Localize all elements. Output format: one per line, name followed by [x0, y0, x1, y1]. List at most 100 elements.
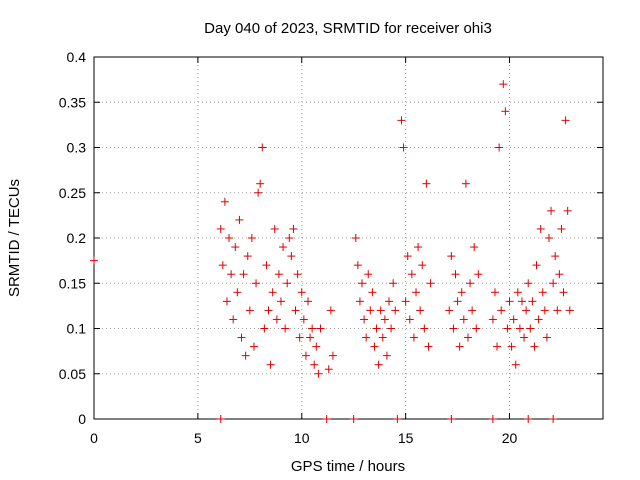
data-point	[216, 415, 225, 423]
data-point	[459, 315, 468, 324]
data-point	[563, 206, 572, 215]
data-point	[532, 261, 541, 270]
data-point	[503, 324, 512, 333]
data-point	[457, 288, 466, 297]
data-point	[549, 279, 558, 288]
data-point	[397, 116, 406, 125]
data-point	[549, 415, 558, 423]
x-tick-label: 10	[294, 430, 310, 446]
data-point	[530, 342, 539, 351]
y-tick-label: 0.25	[59, 185, 86, 201]
x-axis-title: GPS time / hours	[291, 458, 405, 475]
data-point	[424, 342, 433, 351]
data-point	[301, 351, 310, 360]
data-point	[393, 415, 402, 423]
data-point	[493, 342, 502, 351]
data-point	[488, 315, 497, 324]
data-point	[380, 315, 389, 324]
data-point	[281, 324, 290, 333]
data-point	[409, 333, 418, 342]
data-point	[414, 243, 423, 252]
data-point	[405, 315, 414, 324]
data-point	[517, 297, 526, 306]
data-point	[264, 306, 273, 315]
data-point	[447, 415, 456, 423]
data-point	[505, 297, 514, 306]
data-point	[385, 297, 394, 306]
data-point	[524, 279, 533, 288]
data-point	[499, 80, 508, 89]
data-point	[515, 324, 524, 333]
data-point	[274, 270, 283, 279]
data-point	[252, 279, 261, 288]
data-point	[295, 333, 304, 342]
data-point	[451, 270, 460, 279]
data-point	[306, 333, 315, 342]
data-point	[426, 279, 435, 288]
data-point	[283, 279, 292, 288]
y-tick-label: 0.15	[59, 275, 86, 291]
y-tick-label: 0.05	[59, 366, 86, 382]
data-point	[235, 215, 244, 224]
y-tick-label: 0.35	[59, 94, 86, 110]
data-point	[218, 261, 227, 270]
data-point	[524, 415, 533, 423]
data-point	[507, 342, 516, 351]
data-point	[370, 342, 379, 351]
data-point	[220, 197, 229, 206]
data-point	[270, 224, 279, 233]
y-tick-label: 0.1	[67, 321, 87, 337]
data-point	[229, 315, 238, 324]
data-point	[245, 306, 254, 315]
data-point	[449, 324, 458, 333]
data-point	[526, 324, 535, 333]
data-point	[453, 297, 462, 306]
y-tick-label: 0.2	[67, 230, 87, 246]
data-point	[262, 261, 271, 270]
data-point	[407, 270, 416, 279]
data-point	[299, 315, 308, 324]
data-point	[420, 324, 429, 333]
data-point	[351, 234, 360, 242]
data-point	[266, 360, 275, 369]
data-point	[328, 351, 337, 360]
data-point	[364, 270, 373, 279]
data-point	[243, 252, 252, 261]
data-point	[272, 315, 281, 324]
data-point	[254, 188, 263, 197]
chart-title: Day 040 of 2023, SRMTID for receiver ohi…	[204, 20, 492, 37]
data-point	[297, 288, 306, 297]
data-point	[222, 297, 231, 306]
data-point	[509, 315, 518, 324]
data-point	[513, 288, 522, 297]
y-tick-label: 0	[78, 411, 86, 427]
data-point	[276, 297, 285, 306]
data-point	[470, 243, 479, 252]
x-tick-label: 0	[90, 430, 98, 446]
data-point	[561, 116, 570, 125]
data-point	[447, 252, 456, 261]
x-tick-label: 5	[194, 430, 202, 446]
data-point	[418, 261, 427, 270]
data-point	[403, 252, 412, 261]
data-point	[547, 206, 556, 215]
data-point	[401, 297, 410, 306]
data-point	[501, 107, 510, 116]
data-point	[522, 306, 531, 315]
data-point	[216, 224, 225, 233]
data-point	[488, 415, 497, 423]
grid	[94, 57, 603, 419]
data-point	[378, 333, 387, 342]
x-tick-label: 20	[502, 430, 518, 446]
data-point	[538, 288, 547, 297]
data-point	[90, 256, 98, 265]
data-point	[412, 288, 421, 297]
data-point	[463, 333, 472, 342]
data-point	[416, 306, 425, 315]
data-point	[310, 360, 319, 369]
data-point	[291, 306, 300, 315]
data-point	[289, 224, 298, 233]
data-point	[303, 297, 312, 306]
data-point	[520, 333, 529, 342]
data-point	[349, 415, 358, 423]
